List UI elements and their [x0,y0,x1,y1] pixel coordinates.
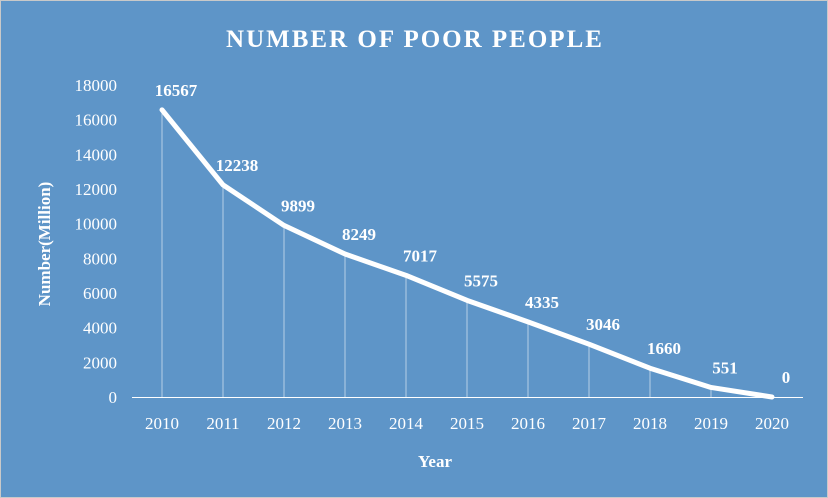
y-tick-label: 12000 [75,180,118,199]
chart-title: NUMBER OF POOR PEOPLE [226,26,604,53]
data-label: 1660 [647,339,681,358]
data-label: 4335 [525,293,559,312]
data-labels: 16567 12238 9899 8249 7017 5575 4335 3046 1660 55… [155,81,791,387]
x-tick-label: 2017 [572,414,607,433]
x-tick-label: 2010 [145,414,179,433]
drop-lines [161,109,712,397]
y-axis-label: Number(Million) [35,182,54,307]
x-tick-label: 2011 [206,414,239,433]
y-tick-label: 4000 [83,319,117,338]
y-axis-ticks: 0 2000 4000 6000 8000 10000 12000 14000 16000 180… [75,76,118,407]
y-tick-label: 6000 [83,284,117,303]
y-tick-label: 16000 [75,111,118,130]
series-line [159,107,775,400]
y-tick-label: 0 [109,388,118,407]
x-tick-label: 2014 [389,414,424,433]
x-tick-label: 2016 [511,414,545,433]
data-label: 8249 [342,225,376,244]
data-label: 7017 [403,246,438,265]
x-axis-label: Year [418,452,452,471]
x-tick-label: 2013 [328,414,362,433]
data-label: 5575 [464,271,498,290]
x-tick-label: 2012 [267,414,301,433]
y-tick-label: 2000 [83,353,117,372]
data-label: 0 [782,368,791,387]
y-tick-label: 14000 [75,145,118,164]
data-label: 16567 [155,81,198,100]
x-tick-label: 2019 [694,414,728,433]
data-label: 9899 [281,196,315,215]
x-tick-label: 2020 [755,414,789,433]
y-tick-label: 10000 [75,215,118,234]
x-axis-ticks: 2010 2011 2012 2013 2014 2015 2016 2017 2018 2019… [145,414,789,433]
data-label: 551 [712,358,738,377]
data-label: 12238 [216,156,259,175]
x-tick-label: 2015 [450,414,484,433]
y-tick-label: 18000 [75,76,118,95]
y-tick-label: 8000 [83,249,117,268]
x-tick-label: 2018 [633,414,667,433]
data-label: 3046 [586,315,620,334]
